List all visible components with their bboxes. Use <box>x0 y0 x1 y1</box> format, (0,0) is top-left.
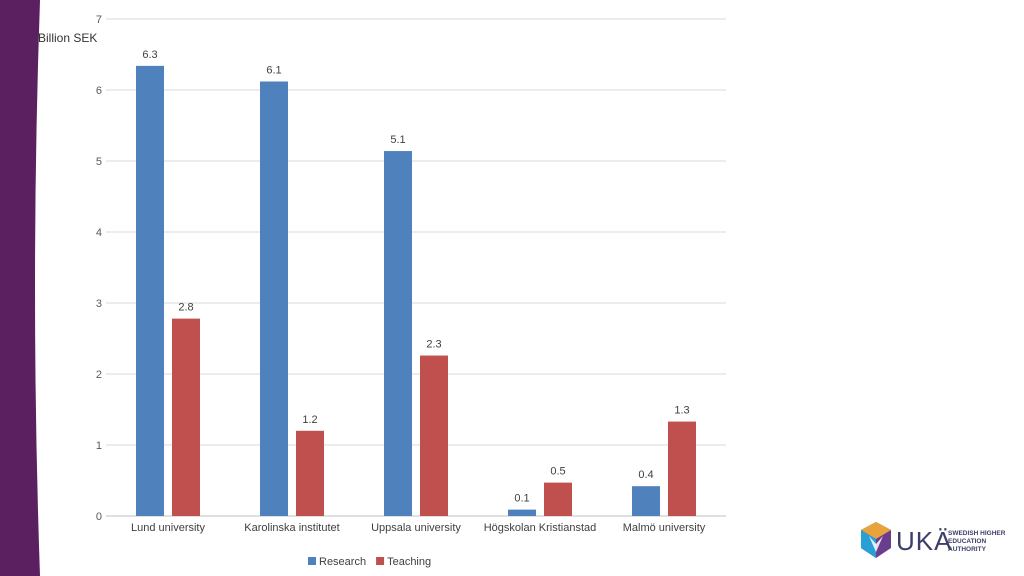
logo-sub-line-1: SWEDISH HIGHER <box>948 530 1006 537</box>
data-label: 6.3 <box>142 49 157 61</box>
left-accent-shape <box>0 0 40 576</box>
category-label: Malmö university <box>623 522 706 534</box>
legend-swatch-teaching <box>376 557 385 565</box>
legend-label-research: Research <box>319 556 366 568</box>
uka-logo-mark <box>861 522 891 558</box>
bar-teaching <box>172 318 200 516</box>
data-label: 2.8 <box>178 302 193 314</box>
data-labels: 6.3 2.8 6.1 1.2 5.1 2.3 0.1 0.5 0.4 1.3 <box>142 49 689 505</box>
category-labels: Lund university Karolinska institutet Upps… <box>131 522 706 534</box>
category-label: Lund university <box>131 522 205 534</box>
legend: Research Teaching <box>308 556 431 568</box>
data-label: 5.1 <box>390 134 405 146</box>
category-label: Uppsala university <box>371 522 461 534</box>
y-tick-label: 4 <box>96 227 102 239</box>
uka-logo: UKÄ SWEDISH HIGHER EDUCATION AUTHORITY <box>861 522 1006 558</box>
bar-research <box>136 65 164 517</box>
data-label: 0.5 <box>550 466 565 478</box>
bar-research <box>260 81 288 516</box>
legend-label-teaching: Teaching <box>387 556 431 568</box>
y-tick-label: 7 <box>96 14 102 26</box>
y-axis-title: Billion SEK <box>38 31 97 45</box>
y-tick-labels: 0 1 2 3 4 5 6 7 <box>96 14 102 523</box>
bars <box>136 65 696 517</box>
y-tick-label: 6 <box>96 85 102 97</box>
data-label: 0.4 <box>638 469 653 481</box>
data-label: 1.3 <box>674 405 689 417</box>
bar-teaching <box>544 482 572 516</box>
data-label: 6.1 <box>266 64 281 76</box>
bar-research <box>632 486 660 516</box>
logo-sub-line-2: EDUCATION <box>948 538 986 545</box>
y-tick-label: 0 <box>96 511 102 523</box>
logo-sub-line-3: AUTHORITY <box>948 546 987 553</box>
data-label: 2.3 <box>426 339 441 351</box>
legend-swatch-research <box>308 557 316 565</box>
logo-word: UKÄ <box>896 526 952 556</box>
bar-teaching <box>668 421 696 516</box>
y-tick-label: 1 <box>96 440 102 452</box>
bar-teaching <box>296 430 324 516</box>
data-label: 1.2 <box>302 414 317 426</box>
y-tick-label: 3 <box>96 298 102 310</box>
y-tick-label: 5 <box>96 156 102 168</box>
bar-research <box>384 151 412 516</box>
bar-research <box>508 509 536 516</box>
gridlines <box>106 18 726 517</box>
y-tick-label: 2 <box>96 369 102 381</box>
category-label: Karolinska institutet <box>244 522 339 534</box>
category-label: Högskolan Kristianstad <box>484 522 597 534</box>
bar-teaching <box>420 355 448 516</box>
data-label: 0.1 <box>514 493 529 505</box>
